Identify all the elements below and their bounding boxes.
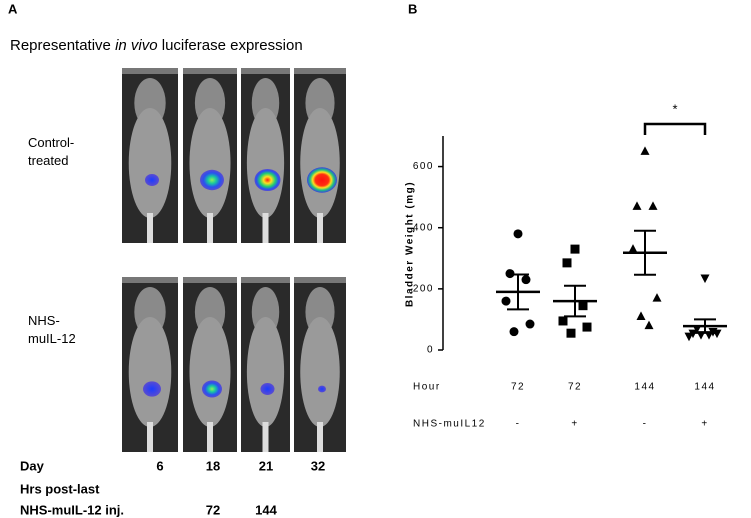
- row-value: 144: [634, 382, 655, 393]
- significance-label: *: [672, 101, 677, 116]
- mouse-body: [300, 317, 340, 427]
- point: [712, 329, 722, 339]
- mouse-tail: [207, 422, 213, 452]
- signal: [307, 167, 337, 193]
- point: [501, 296, 511, 306]
- significance-bracket: [643, 122, 707, 135]
- mouse-body: [246, 108, 285, 218]
- row-value: 144: [694, 382, 715, 393]
- point: [628, 244, 638, 253]
- image-strip: [183, 68, 237, 74]
- image-strip: [122, 277, 178, 283]
- point: [582, 322, 592, 332]
- point: [570, 244, 580, 254]
- point: [578, 301, 588, 311]
- mouse-tail: [147, 213, 153, 243]
- mouse-body: [128, 108, 172, 218]
- signal: [200, 169, 224, 191]
- day-value: 32: [311, 458, 325, 473]
- row-label: Control-treated: [28, 135, 74, 168]
- panel-label: A: [8, 1, 18, 16]
- panel-title: Representative in vivo luciferase expres…: [10, 37, 303, 54]
- image-strip: [183, 277, 237, 283]
- row-label: Hour: [413, 382, 441, 393]
- y-tick-label: 400: [413, 222, 434, 233]
- point: [700, 274, 710, 284]
- point: [648, 201, 658, 210]
- point: [684, 332, 694, 342]
- point: [509, 327, 519, 337]
- signal: [145, 174, 159, 186]
- mouse-tail: [207, 213, 213, 243]
- day-value: 21: [259, 458, 273, 473]
- point: [632, 201, 642, 210]
- point: [513, 229, 523, 239]
- image-strip: [241, 68, 290, 74]
- hrs-label: Hrs post-last: [20, 481, 100, 496]
- point: [558, 316, 568, 326]
- image-strip: [241, 277, 290, 283]
- title-part: in vivo: [115, 37, 158, 54]
- signal: [143, 381, 161, 397]
- hrs-value: 144: [255, 502, 277, 517]
- mouse-tail: [262, 422, 269, 452]
- title-part: Representative: [10, 37, 115, 54]
- signal: [260, 383, 275, 395]
- mouse-tail: [317, 213, 323, 243]
- point: [636, 311, 646, 320]
- chart: 0 200 400 600 Bladder Weight (mg) * Hour 72 72 14…: [405, 101, 727, 430]
- point: [525, 319, 535, 329]
- day-label: Day: [20, 458, 45, 473]
- panel-label: B: [408, 1, 417, 16]
- mouse-body: [189, 317, 231, 427]
- mouse-tail: [147, 422, 153, 452]
- row-value: 72: [568, 382, 582, 393]
- mouse-images: [122, 68, 346, 452]
- mouse-body: [189, 108, 231, 218]
- row-value: +: [701, 419, 708, 430]
- hrs-label: NHS-muIL-12 inj.: [20, 502, 124, 517]
- mouse-body: [300, 108, 340, 218]
- row-value: 72: [511, 382, 525, 393]
- point: [644, 320, 654, 330]
- mouse-tail: [317, 422, 323, 452]
- error-bar: [694, 318, 716, 334]
- row-value: +: [571, 419, 578, 430]
- row-label: NHS-muIL12: [413, 419, 486, 430]
- hrs-value: 72: [206, 502, 220, 517]
- signal: [202, 380, 222, 398]
- error-bar: [564, 284, 586, 318]
- day-value: 6: [156, 458, 163, 473]
- y-tick-label: 0: [427, 345, 434, 356]
- title-part: luciferase expression: [158, 37, 303, 54]
- point: [640, 146, 650, 155]
- point: [562, 258, 572, 268]
- point: [521, 275, 531, 285]
- mouse-tail: [262, 213, 269, 243]
- y-tick-label: 600: [413, 161, 434, 172]
- error-bar: [507, 273, 529, 311]
- row-value: -: [643, 419, 648, 430]
- row-value: -: [516, 419, 521, 430]
- signal: [254, 168, 281, 192]
- y-tick-label: 200: [413, 283, 434, 294]
- y-axis-label: Bladder Weight (mg): [405, 181, 416, 307]
- point: [652, 293, 662, 302]
- row-label: NHS-muIL-12: [28, 313, 76, 346]
- mouse-body: [128, 317, 172, 427]
- image-strip: [294, 68, 346, 74]
- day-value: 18: [206, 458, 220, 473]
- point: [566, 328, 576, 338]
- image-strip: [122, 68, 178, 74]
- image-strip: [294, 277, 346, 283]
- point: [688, 329, 698, 339]
- signal: [318, 385, 326, 393]
- mouse-body: [246, 317, 285, 427]
- error-bar: [634, 229, 656, 276]
